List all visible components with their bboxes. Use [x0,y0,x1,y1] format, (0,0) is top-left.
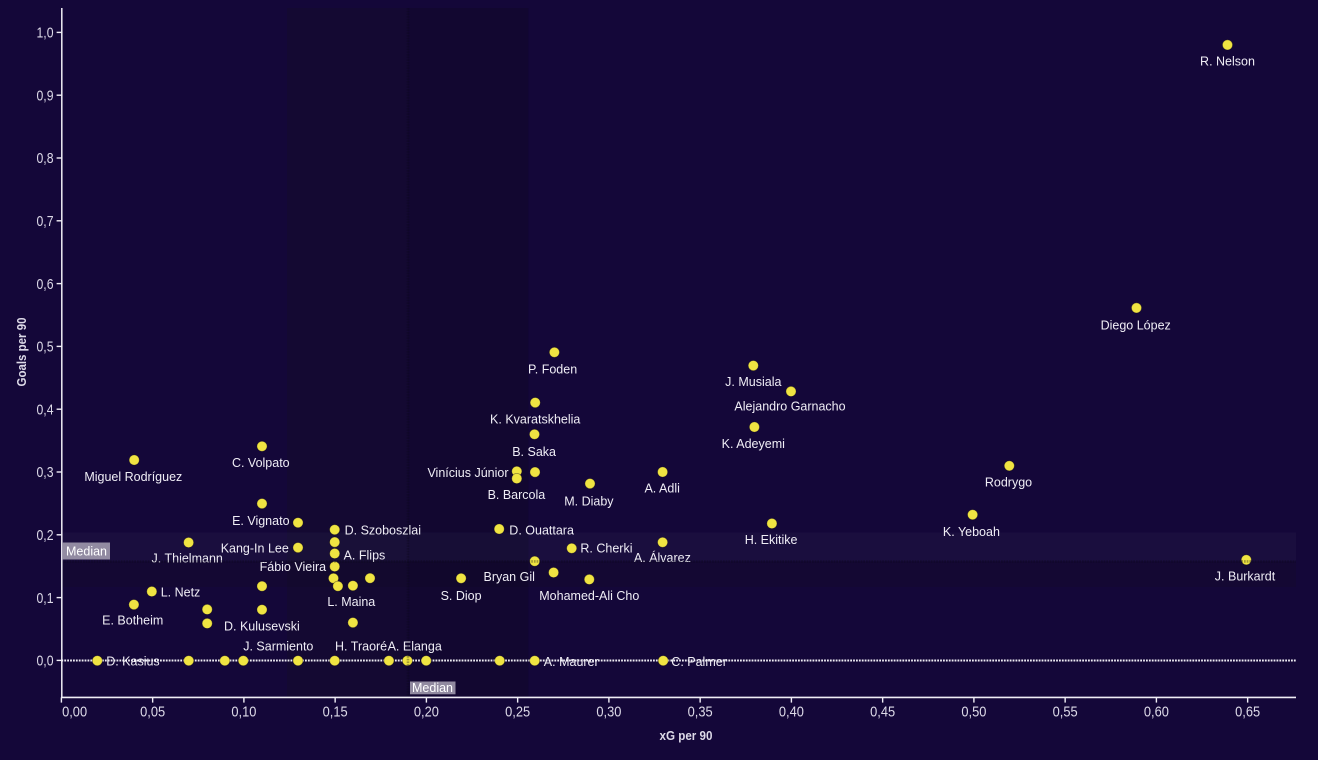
svg-text:Kang-In Lee: Kang-In Lee [221,541,289,555]
svg-text:0,20: 0,20 [414,704,439,721]
svg-text:Median: Median [66,544,107,558]
svg-text:0,25: 0,25 [505,704,530,721]
svg-text:0,60: 0,60 [1144,704,1169,721]
svg-text:0,3: 0,3 [37,464,54,481]
svg-text:H. Ekitike: H. Ekitike [745,533,798,547]
svg-text:K. Kvaratskhelia: K. Kvaratskhelia [490,413,580,427]
svg-text:A. Elanga: A. Elanga [388,639,442,653]
svg-text:J. Thielmann: J. Thielmann [152,552,223,566]
svg-text:0,35: 0,35 [688,704,713,721]
svg-text:D. Kasius: D. Kasius [106,655,160,669]
svg-text:M. Diaby: M. Diaby [564,494,614,508]
svg-text:0,15: 0,15 [323,704,348,721]
svg-text:0,1: 0,1 [37,590,54,607]
svg-text:P. Foden: P. Foden [528,363,577,377]
svg-text:Vinícius Júnior: Vinícius Júnior [427,466,508,480]
svg-text:E. Botheim: E. Botheim [102,613,163,627]
svg-text:Alejandro Garnacho: Alejandro Garnacho [734,399,845,413]
svg-text:B. Barcola: B. Barcola [488,488,546,502]
svg-text:J. Sarmiento: J. Sarmiento [243,639,313,653]
svg-text:J. Musiala: J. Musiala [725,375,781,389]
svg-text:Rodrygo: Rodrygo [985,475,1032,489]
svg-text:C. Palmer: C. Palmer [671,655,727,669]
svg-text:Median: Median [412,681,453,695]
svg-text:Fábio Vieira: Fábio Vieira [260,560,327,574]
svg-text:Goals per 90: Goals per 90 [15,317,29,386]
svg-text:S. Diop: S. Diop [441,589,482,603]
svg-text:0,05: 0,05 [140,704,165,721]
svg-text:A. Adli: A. Adli [644,482,679,496]
svg-text:L. Maina: L. Maina [327,595,375,609]
svg-text:0,0: 0,0 [37,653,54,670]
svg-text:0,45: 0,45 [870,704,895,721]
svg-text:Mohamed-Ali Cho: Mohamed-Ali Cho [539,589,639,603]
svg-text:E. Vignato: E. Vignato [232,514,290,528]
svg-text:0,7: 0,7 [37,213,54,230]
svg-text:0,4: 0,4 [37,401,54,418]
svg-text:A. Flips: A. Flips [344,548,386,562]
svg-text:0,9: 0,9 [37,87,54,104]
svg-text:0,8: 0,8 [37,150,54,167]
svg-text:0,65: 0,65 [1235,704,1260,721]
svg-text:0,5: 0,5 [37,339,54,356]
svg-text:0,2: 0,2 [37,527,54,544]
svg-text:J. Burkardt: J. Burkardt [1215,570,1276,584]
svg-text:D. Kulusevski: D. Kulusevski [224,620,300,634]
svg-text:D. Ouattara: D. Ouattara [509,524,574,538]
svg-text:0,30: 0,30 [596,704,621,721]
svg-text:xG per 90: xG per 90 [660,729,713,743]
svg-text:0,6: 0,6 [37,276,54,293]
svg-text:Miguel Rodríguez: Miguel Rodríguez [84,470,182,484]
svg-text:0,10: 0,10 [231,704,256,721]
svg-text:0,50: 0,50 [961,704,986,721]
svg-text:0,40: 0,40 [779,704,804,721]
svg-text:H. Traoré: H. Traoré [335,639,387,653]
svg-text:B. Saka: B. Saka [512,445,556,459]
svg-text:R. Nelson: R. Nelson [1200,54,1255,68]
svg-text:1,0: 1,0 [37,25,54,42]
svg-text:Bryan Gil: Bryan Gil [483,570,534,584]
svg-text:L. Netz: L. Netz [161,586,201,600]
svg-text:Diego López: Diego López [1101,319,1171,333]
svg-text:D. Szoboszlai: D. Szoboszlai [345,523,421,537]
svg-text:C. Volpato: C. Volpato [232,456,290,470]
svg-text:K. Adeyemi: K. Adeyemi [722,437,785,451]
svg-text:R. Cherki: R. Cherki [580,542,632,556]
svg-text:0,00: 0,00 [62,704,87,721]
svg-text:A. Álvarez: A. Álvarez [634,550,691,565]
svg-text:A. Maurer: A. Maurer [544,655,599,669]
svg-text:K. Yeboah: K. Yeboah [943,525,1000,539]
svg-text:0,55: 0,55 [1053,704,1078,721]
